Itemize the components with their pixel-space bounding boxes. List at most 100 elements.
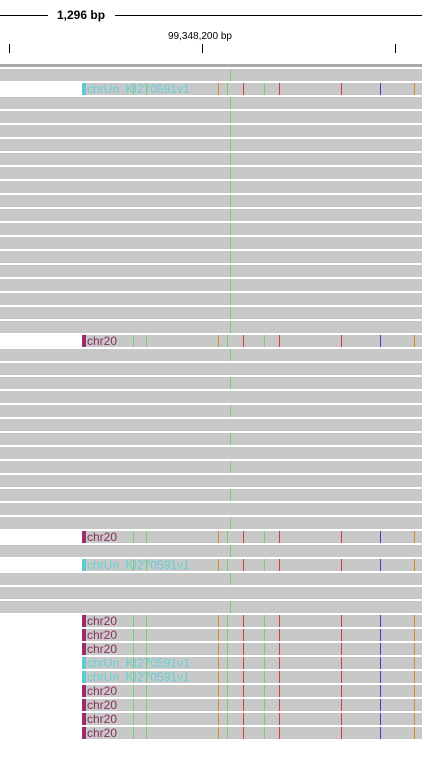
mismatch-mark <box>227 83 228 95</box>
mismatch-mark <box>243 685 244 697</box>
read-row-chrUn[interactable] <box>84 83 422 95</box>
mismatch-mark <box>279 699 280 711</box>
mismatch-mark <box>230 265 231 277</box>
mismatch-mark <box>133 629 134 641</box>
read-row-chrUn[interactable] <box>84 559 422 571</box>
read-row[interactable] <box>0 349 422 361</box>
mismatch-mark <box>341 629 342 641</box>
mismatch-mark <box>264 671 265 683</box>
read-row[interactable] <box>0 447 422 459</box>
read-row[interactable] <box>0 111 422 123</box>
read-row[interactable] <box>0 139 422 151</box>
mismatch-mark <box>264 615 265 627</box>
read-row[interactable] <box>0 69 422 81</box>
mismatch-mark <box>218 671 219 683</box>
read-row[interactable] <box>0 209 422 221</box>
mismatch-mark <box>218 615 219 627</box>
read-row[interactable] <box>0 587 422 599</box>
mismatch-mark <box>414 615 415 627</box>
read-row[interactable] <box>0 391 422 403</box>
read-row[interactable] <box>0 293 422 305</box>
read-row[interactable] <box>0 475 422 487</box>
mismatch-mark <box>133 685 134 697</box>
read-row-chr20[interactable] <box>84 685 422 697</box>
read-row[interactable] <box>0 223 422 235</box>
read-row[interactable] <box>0 125 422 137</box>
read-row[interactable] <box>0 97 422 109</box>
mismatch-mark <box>264 727 265 739</box>
read-row[interactable] <box>0 377 422 389</box>
read-row[interactable] <box>0 237 422 249</box>
read-row[interactable] <box>0 601 422 613</box>
read-row[interactable] <box>0 195 422 207</box>
mismatch-mark <box>227 699 228 711</box>
read-row[interactable] <box>0 181 422 193</box>
read-row-chr20[interactable] <box>84 713 422 725</box>
mismatch-mark <box>380 671 381 683</box>
mismatch-mark <box>243 83 244 95</box>
read-row[interactable] <box>0 433 422 445</box>
clip-marker <box>82 699 86 711</box>
mismatch-mark <box>380 559 381 571</box>
read-row[interactable] <box>0 461 422 473</box>
mismatch-mark <box>243 643 244 655</box>
mismatch-mark <box>380 629 381 641</box>
read-row[interactable] <box>0 363 422 375</box>
mismatch-mark <box>218 531 219 543</box>
read-row-chrUn[interactable] <box>84 671 422 683</box>
mismatch-mark <box>146 699 147 711</box>
mismatch-mark <box>380 699 381 711</box>
mismatch-mark <box>146 615 147 627</box>
mismatch-mark <box>380 615 381 627</box>
mismatch-mark <box>341 335 342 347</box>
mismatch-mark <box>133 83 134 95</box>
mismatch-mark <box>243 629 244 641</box>
mismatch-mark <box>264 713 265 725</box>
read-row-chr20[interactable] <box>84 615 422 627</box>
span-line-right <box>115 15 422 16</box>
mismatch-mark <box>227 629 228 641</box>
read-row[interactable] <box>0 321 422 333</box>
read-row[interactable] <box>0 419 422 431</box>
mismatch-mark <box>133 699 134 711</box>
read-row[interactable] <box>0 251 422 263</box>
read-row-chrUn[interactable] <box>84 657 422 669</box>
read-row[interactable] <box>0 307 422 319</box>
read-row[interactable] <box>0 545 422 557</box>
read-row-chr20[interactable] <box>84 629 422 641</box>
mismatch-mark <box>380 727 381 739</box>
read-row-chr20[interactable] <box>84 643 422 655</box>
mismatch-mark <box>133 671 134 683</box>
mismatch-mark <box>279 559 280 571</box>
read-row[interactable] <box>0 265 422 277</box>
read-row-chr20[interactable] <box>84 531 422 543</box>
mismatch-mark <box>414 83 415 95</box>
mismatch-mark <box>243 727 244 739</box>
mismatch-mark <box>227 531 228 543</box>
mismatch-mark <box>133 643 134 655</box>
mate-chromosome-label: chrUn_KI270591v1 <box>87 671 190 683</box>
read-row-chr20[interactable] <box>84 335 422 347</box>
read-row-chr20[interactable] <box>84 699 422 711</box>
read-row[interactable] <box>0 503 422 515</box>
mismatch-mark <box>341 671 342 683</box>
read-row[interactable] <box>0 167 422 179</box>
read-row[interactable] <box>0 517 422 529</box>
clip-marker <box>82 671 86 683</box>
read-row[interactable] <box>0 279 422 291</box>
mismatch-mark <box>133 657 134 669</box>
mismatch-mark <box>146 531 147 543</box>
mismatch-mark <box>414 531 415 543</box>
mate-chromosome-label: chr20 <box>87 685 118 697</box>
mismatch-mark <box>341 83 342 95</box>
clip-marker <box>82 83 86 95</box>
read-row[interactable] <box>0 489 422 501</box>
read-row[interactable] <box>0 573 422 585</box>
clip-marker <box>82 559 86 571</box>
read-row[interactable] <box>0 405 422 417</box>
read-row[interactable] <box>0 153 422 165</box>
clip-marker <box>82 615 86 627</box>
read-row-chr20[interactable] <box>84 727 422 739</box>
mismatch-mark <box>243 713 244 725</box>
